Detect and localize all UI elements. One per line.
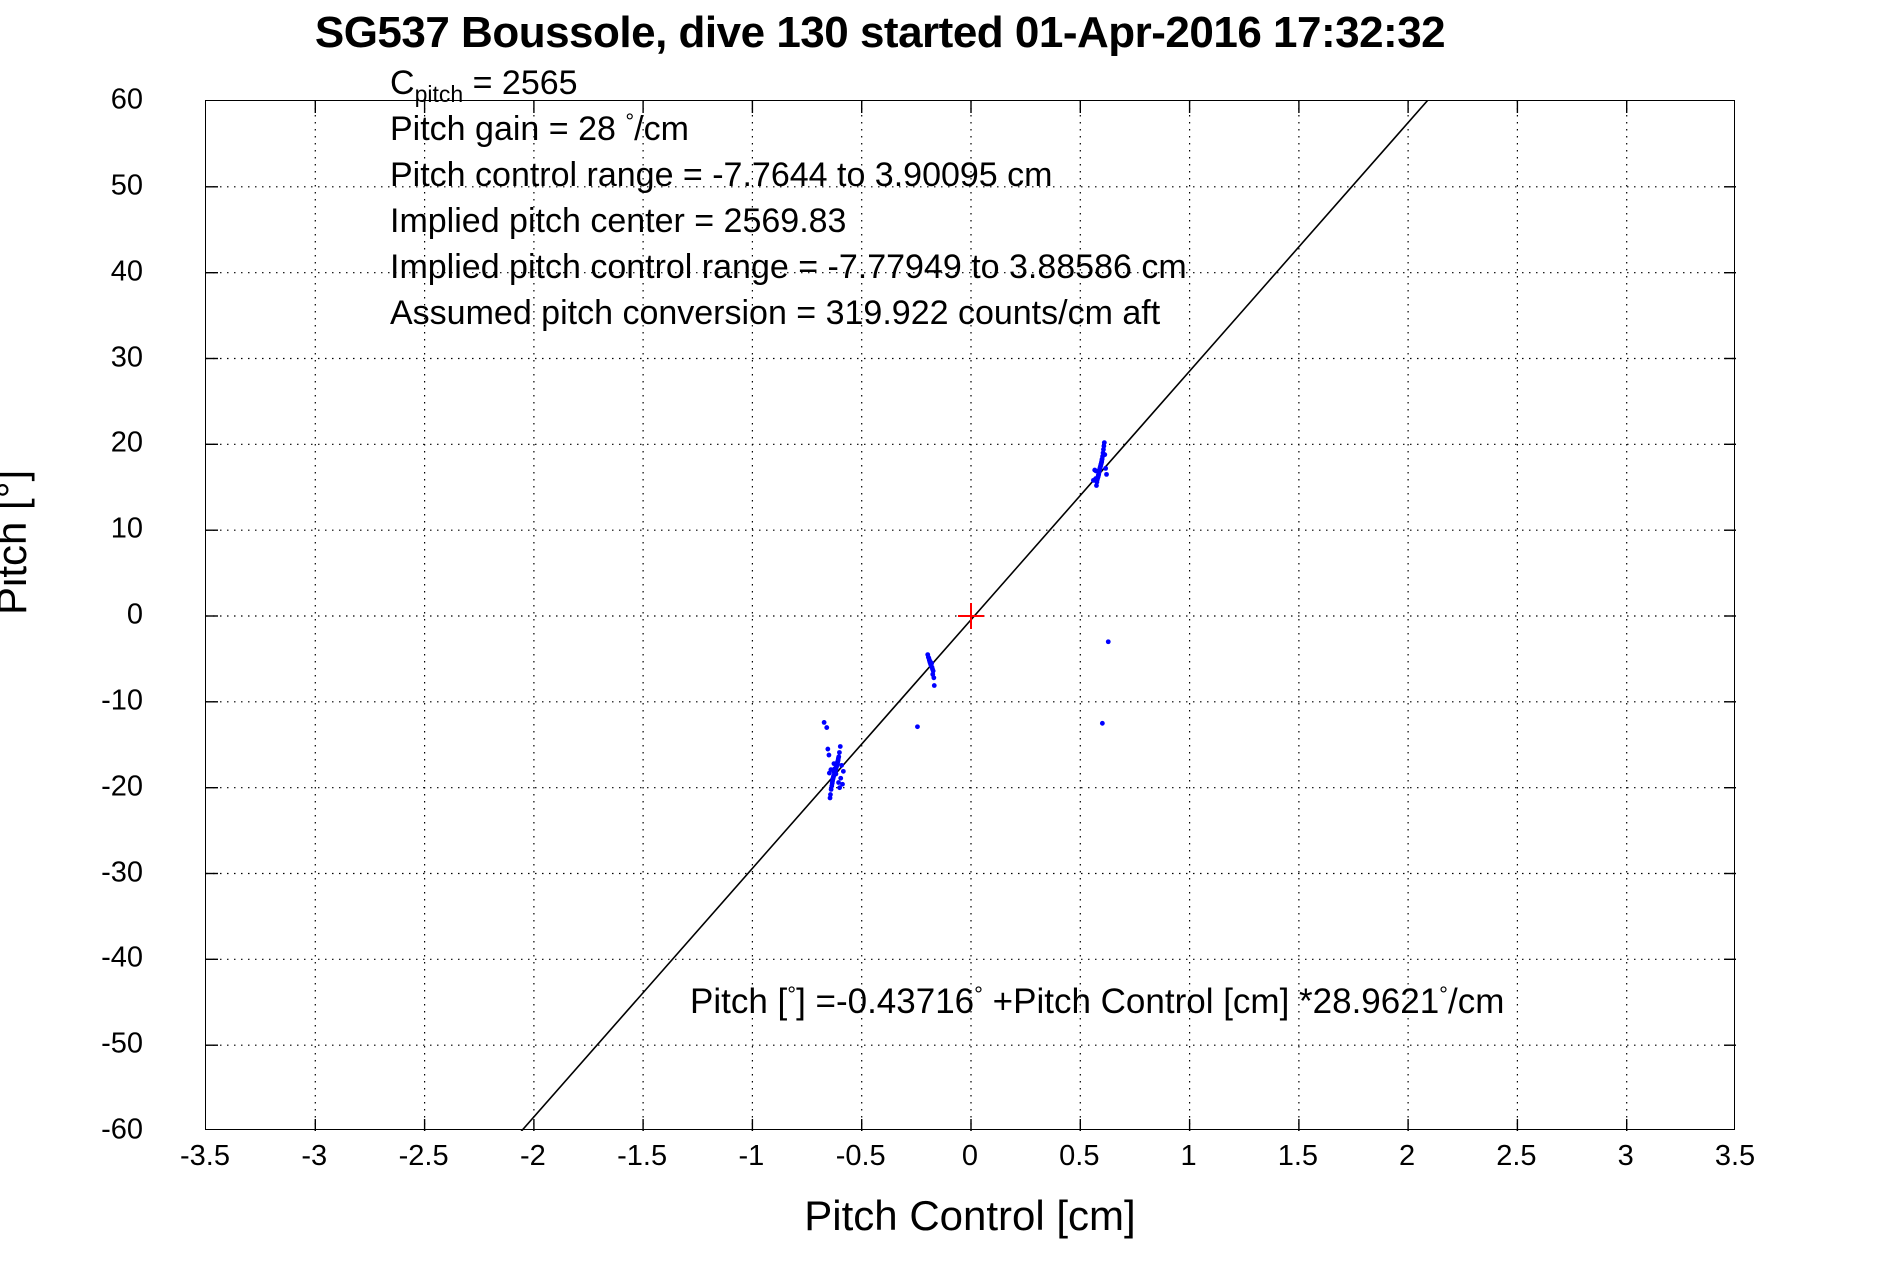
- xtick-label: 0: [961, 1140, 979, 1172]
- scatter-point: [828, 786, 834, 792]
- cpitch-value: = 2565: [463, 64, 578, 102]
- fit-eq-part1: Pitch [: [690, 982, 788, 1021]
- annotation-line-pitch-control-range: Pitch control range = -7.7644 to 3.90095…: [390, 156, 1053, 194]
- scatter-point: [837, 785, 843, 791]
- annotation-line-pitch-conversion: Assumed pitch conversion = 319.922 count…: [390, 294, 1161, 332]
- gridlines-group: [206, 101, 1736, 1131]
- scatter-point: [926, 655, 932, 661]
- xtick-label: -2: [519, 1140, 546, 1172]
- x-axis-label: Pitch Control [cm]: [804, 1192, 1136, 1239]
- ytick-label: -20: [101, 770, 143, 803]
- annotation-block: Cpitch = 2565 Pitch gain = 28 °/cm Pitch…: [390, 60, 1187, 336]
- xtick-label: 1: [1180, 1140, 1197, 1172]
- xtick-label: -3: [301, 1140, 328, 1172]
- scatter-point: [837, 744, 843, 749]
- scatter-point: [1101, 440, 1107, 446]
- scatter-point: [821, 720, 827, 725]
- scatter-point: [837, 750, 842, 755]
- scatter-point: [915, 724, 920, 730]
- y-axis-label: Pitch [°]: [0, 469, 35, 615]
- plot-svg: [206, 101, 1736, 1131]
- scatter-point: [827, 795, 833, 801]
- scatter-point: [840, 781, 845, 787]
- scatter-point: [1091, 477, 1096, 483]
- scatter-point: [931, 683, 937, 688]
- degree-sign: °: [625, 109, 635, 134]
- scatter-point: [1096, 472, 1101, 478]
- annotation-line-pitch-gain: Pitch gain = 28 °/cm: [390, 106, 1187, 152]
- pitch-center-marker: [958, 603, 984, 629]
- xtick-label: -2.5: [398, 1140, 449, 1172]
- xtick-label: 0.5: [1059, 1140, 1100, 1172]
- degree-sign: °: [974, 982, 983, 1007]
- cpitch-symbol: C: [390, 64, 415, 102]
- fit-eq-part4: /cm: [1447, 982, 1505, 1021]
- scatter-point: [836, 780, 841, 785]
- degree-sign: °: [787, 982, 797, 1007]
- annotation-line-cpitch: Cpitch = 2565: [390, 60, 1187, 108]
- scatter-point: [829, 780, 835, 786]
- scatter-point: [826, 770, 832, 776]
- scatter-point: [834, 762, 840, 768]
- scatter-point: [825, 746, 831, 752]
- ytick-label: 20: [110, 426, 143, 459]
- scatter-point: [838, 775, 844, 781]
- ytick-label: 40: [110, 255, 143, 288]
- cpitch-subscript: pitch: [414, 81, 464, 108]
- scatter-point: [928, 663, 934, 669]
- scatter-point: [1099, 720, 1105, 726]
- annotation-line-implied-control-range: Implied pitch control range = -7.77949 t…: [390, 248, 1187, 286]
- xtick-label: 3.5: [1714, 1140, 1756, 1172]
- fit-eq-part2: ] =-0.43716: [796, 982, 975, 1021]
- fit-equation-text: Pitch [°] =-0.43716° +Pitch Control [cm]…: [690, 982, 1504, 1022]
- tick-marks-group: [206, 101, 1736, 1131]
- degree-sign: °: [1439, 982, 1448, 1007]
- scatter-point: [1094, 483, 1099, 488]
- ytick-label: 50: [110, 169, 143, 202]
- xtick-label: -1.5: [617, 1140, 668, 1172]
- xtick-label: 3: [1617, 1140, 1634, 1172]
- scatter-point: [839, 762, 845, 768]
- scatter-point: [830, 776, 836, 782]
- scatter-point: [826, 752, 832, 758]
- xtick-label: -0.5: [835, 1140, 886, 1172]
- ytick-label: -30: [101, 856, 143, 888]
- page-title: SG537 Boussole, dive 130 started 01-Apr-…: [314, 8, 1446, 57]
- ytick-label: -50: [101, 1027, 143, 1060]
- scatter-point: [1104, 471, 1109, 477]
- scatter-point: [832, 769, 838, 775]
- ytick-label: 10: [110, 512, 143, 545]
- ytick-label: 60: [110, 83, 143, 116]
- ytick-label: 30: [110, 341, 143, 373]
- scatter-point: [1093, 468, 1099, 474]
- fit-eq-part3: +Pitch Control [cm] *28.9621: [982, 982, 1440, 1021]
- ytick-label: 0: [126, 598, 143, 631]
- scatter-point: [835, 757, 841, 763]
- plot-area: [205, 100, 1736, 1131]
- ytick-label: -60: [101, 1113, 143, 1146]
- ytick-label: -10: [101, 684, 143, 717]
- ytick-label: -40: [101, 941, 143, 974]
- xtick-label: 1.5: [1277, 1140, 1319, 1172]
- xtick-label: -3.5: [180, 1140, 230, 1172]
- scatter-point: [840, 768, 846, 774]
- xtick-label: 2.5: [1496, 1140, 1537, 1172]
- scatter-points: [821, 440, 1111, 801]
- annotation-line-implied-pitch-center: Implied pitch center = 2569.83: [390, 202, 847, 240]
- xtick-label: -1: [738, 1140, 765, 1172]
- scatter-point: [1103, 465, 1109, 471]
- pitch-gain-unit: /cm: [634, 110, 689, 148]
- pitch-gain-text: Pitch gain = 28: [390, 110, 626, 148]
- scatter-point: [930, 671, 936, 677]
- scatter-point: [1105, 639, 1111, 645]
- scatter-point: [1099, 459, 1104, 465]
- scatter-point: [824, 725, 830, 730]
- scatter-point: [1102, 452, 1108, 458]
- xtick-label: 2: [1399, 1140, 1416, 1172]
